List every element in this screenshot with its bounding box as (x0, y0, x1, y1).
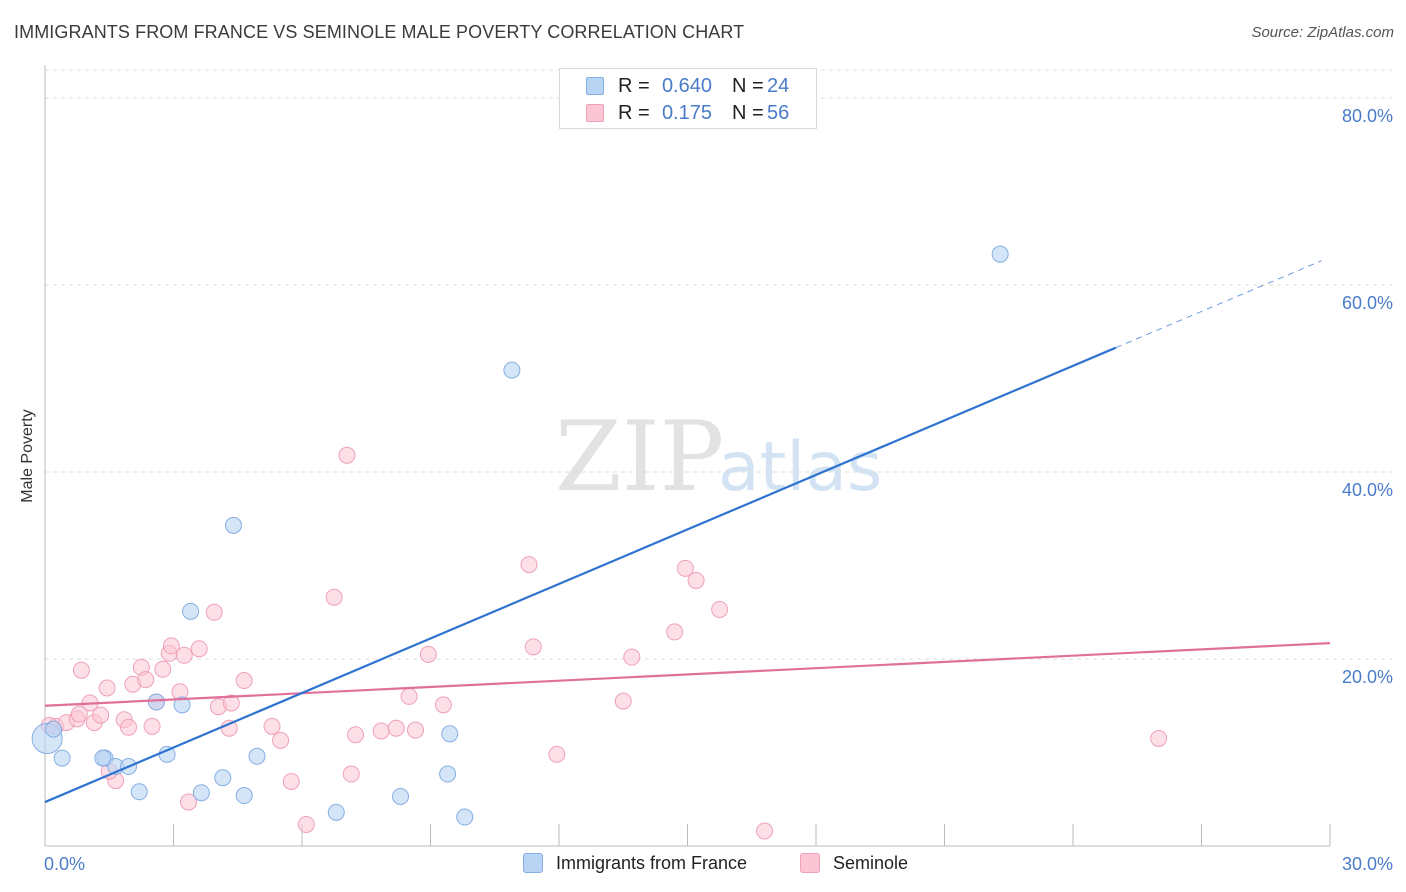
series-label: Immigrants from France (556, 853, 748, 873)
seminole-point (623, 648, 641, 666)
legend-n-value: 24 (767, 75, 790, 97)
seminole-point (120, 718, 138, 736)
seminole-point (235, 672, 253, 690)
tick-labels: 20.0% 40.0% 60.0% 80.0% 0.0% 30.0% (44, 106, 1393, 874)
immigrants-from-france-point (214, 769, 232, 787)
immigrants-from-france-point (441, 725, 459, 743)
seminole-point (222, 694, 240, 712)
seminole-point (92, 706, 110, 724)
seminole-point (263, 717, 281, 735)
seminole-point (676, 559, 694, 577)
legend-n-label: N = (732, 102, 764, 124)
legend-r-label: R = (618, 75, 650, 97)
seminole-point (1150, 729, 1168, 747)
legend-r-value: 0.175 (661, 102, 712, 124)
seminole-point (687, 571, 705, 589)
immigrants-from-france-point (991, 245, 1009, 263)
immigrants-from-france-point (392, 787, 410, 805)
legend-n-value: 56 (767, 102, 790, 124)
y-tick-label: 20.0% (1342, 667, 1393, 687)
legend-r-label: R = (618, 102, 650, 124)
seminole-point (137, 671, 155, 689)
seminole-point (179, 793, 197, 811)
watermark-atlas: atlas (718, 428, 882, 507)
seminole-point (387, 719, 405, 737)
seminole-trend-line (44, 642, 1331, 707)
seminole-point (711, 600, 729, 618)
seminole-point (325, 588, 343, 606)
source-label: Source: ZipAtlas.com (1251, 24, 1394, 41)
seminole-point (162, 637, 180, 655)
seminole-point (419, 645, 437, 663)
watermark: ZIP atlas (555, 401, 882, 513)
seminole-point (434, 696, 452, 714)
grid-lines (45, 69, 1392, 660)
seminole-point (190, 640, 208, 658)
immigrants-from-france-points (31, 245, 1009, 826)
immigrants-from-france-point (182, 602, 200, 620)
y-tick-label: 60.0% (1342, 293, 1393, 313)
seminole-point (72, 661, 90, 679)
seminole-point (407, 721, 425, 739)
seminole-point (666, 623, 684, 641)
seminole-point (338, 446, 356, 464)
immigrants-from-france-point (456, 808, 474, 826)
immigrants-from-france-point (235, 787, 253, 805)
immigrants-from-france-trend-line (44, 346, 1117, 804)
seminole-point (70, 705, 88, 723)
immigrants-from-france-point (173, 696, 191, 714)
seminole-point (524, 638, 542, 656)
seminole-point (272, 731, 290, 749)
seminole-point (548, 745, 566, 763)
series-swatch-blue (523, 853, 543, 873)
immigrants-from-france-point (94, 749, 112, 767)
immigrants-from-france-point (248, 747, 266, 765)
seminole-point (154, 660, 172, 678)
seminole-point (175, 646, 193, 664)
y-tick-label: 80.0% (1342, 106, 1393, 126)
immigrants-from-france-point (130, 783, 148, 801)
seminole-point (143, 717, 161, 735)
immigrants-from-france-point (192, 784, 210, 802)
trend-lines (44, 260, 1331, 804)
immigrants-from-france-point (327, 803, 345, 821)
watermark-zip: ZIP (555, 401, 724, 513)
legend-r-value: 0.640 (661, 75, 712, 97)
series-swatch-pink (800, 853, 820, 873)
seminole-point (205, 603, 223, 621)
seminole-point (297, 815, 315, 833)
immigrants-from-france-point (503, 361, 521, 379)
immigrants-from-france-point (45, 720, 63, 738)
chart-title: IMMIGRANTS FROM FRANCE VS SEMINOLE MALE … (14, 22, 745, 42)
legend-swatch-blue (586, 77, 604, 95)
x-tick-label: 0.0% (44, 854, 85, 874)
seminole-point (98, 679, 116, 697)
seminole-point (282, 772, 300, 790)
seminole-point (756, 822, 774, 840)
seminole-point (342, 765, 360, 783)
seminole-point (614, 692, 632, 710)
correlation-legend: R = 0.640 N = 24 R = 0.175 N = 56 (559, 68, 817, 129)
seminole-point (347, 726, 365, 744)
seminole-point (520, 556, 538, 574)
seminole-point (400, 687, 418, 705)
seminole-point (372, 722, 390, 740)
x-tick-label: 30.0% (1342, 854, 1393, 874)
legend-n-label: N = (732, 75, 764, 97)
y-tick-label: 40.0% (1342, 480, 1393, 500)
immigrants-from-france-point (224, 516, 242, 534)
immigrants-from-france-point (439, 765, 457, 783)
series-label: Seminole (833, 853, 909, 873)
immigrants-from-france-point (53, 749, 71, 767)
immigrants-from-france-trend-extension (1115, 260, 1322, 349)
immigrants-from-france-point (147, 693, 165, 711)
legend-swatch-pink (586, 104, 604, 122)
